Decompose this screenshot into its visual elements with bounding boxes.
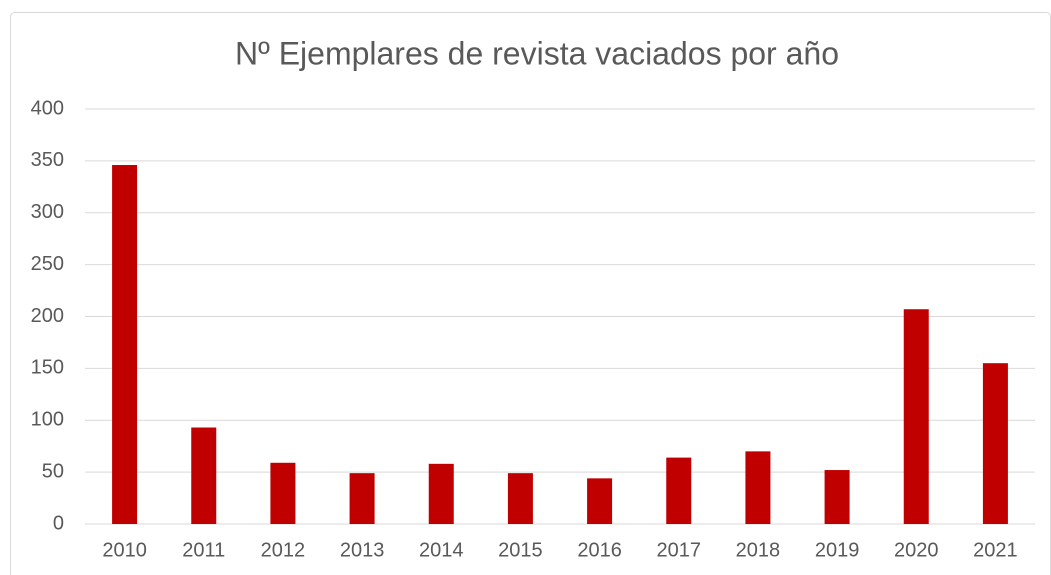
- y-tick-label: 50: [42, 460, 64, 482]
- bar: [903, 309, 929, 524]
- x-tick-label: 2017: [657, 539, 702, 561]
- bar: [745, 451, 771, 524]
- x-tick-label: 2014: [419, 539, 464, 561]
- x-tick-label: 2021: [973, 539, 1018, 561]
- bar: [824, 470, 850, 524]
- x-tick-label: 2010: [102, 539, 147, 561]
- y-tick-label: 400: [31, 97, 64, 119]
- bar: [191, 427, 217, 524]
- x-tick-label: 2018: [736, 539, 781, 561]
- bar: [349, 473, 375, 524]
- x-tick-label: 2016: [577, 539, 622, 561]
- x-tick-label: 2015: [498, 539, 543, 561]
- y-tick-label: 350: [31, 149, 64, 171]
- bar: [587, 478, 613, 524]
- x-tick-label: 2013: [340, 539, 385, 561]
- chart-title: Nº Ejemplares de revista vaciados por añ…: [235, 35, 839, 71]
- bar: [112, 165, 138, 524]
- x-tick-label: 2019: [815, 539, 860, 561]
- y-tick-label: 300: [31, 201, 64, 223]
- bar: [270, 462, 296, 524]
- y-tick-label: 250: [31, 253, 64, 275]
- y-tick-label: 150: [31, 357, 64, 379]
- bar: [982, 363, 1008, 524]
- x-tick-label: 2020: [894, 539, 939, 561]
- y-tick-label: 0: [53, 512, 64, 534]
- x-tick-label: 2011: [182, 539, 225, 561]
- bar: [507, 473, 533, 524]
- y-tick-label: 200: [31, 305, 64, 327]
- bar: [666, 457, 692, 524]
- bar: [428, 463, 454, 524]
- y-tick-label: 100: [31, 409, 64, 431]
- x-tick-label: 2012: [261, 539, 306, 561]
